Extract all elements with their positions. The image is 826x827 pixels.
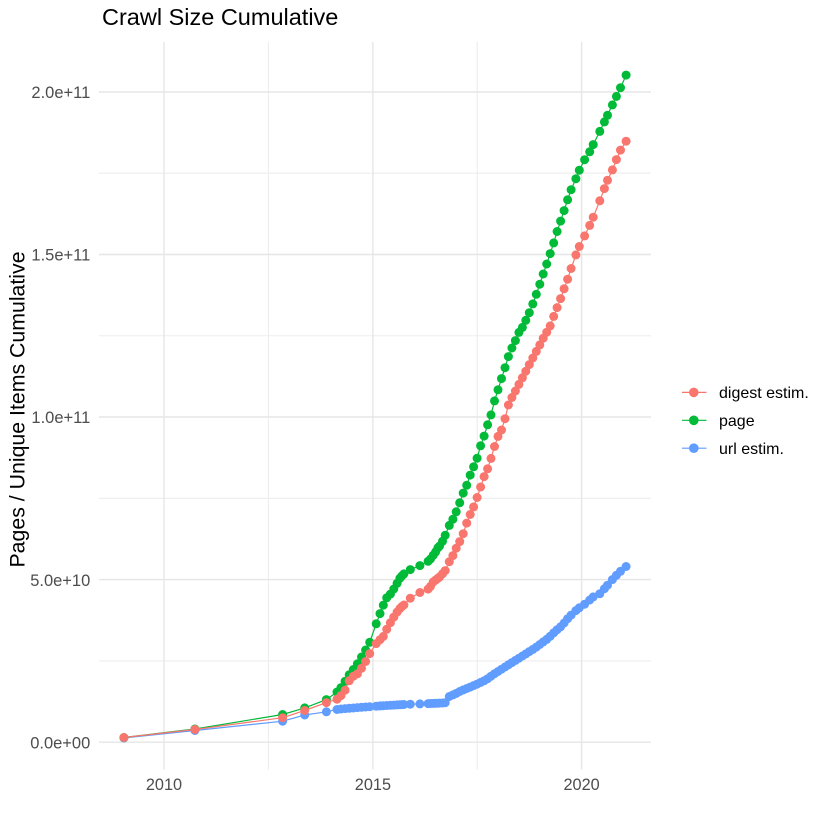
svg-text:digest estim.: digest estim. <box>719 385 809 402</box>
svg-text:Pages / Unique Items Cumulativ: Pages / Unique Items Cumulative <box>5 251 29 567</box>
svg-text:1.0e+11: 1.0e+11 <box>31 409 90 427</box>
svg-text:2.0e+11: 2.0e+11 <box>31 84 90 102</box>
svg-text:0.0e+00: 0.0e+00 <box>30 734 90 752</box>
svg-text:5.0e+10: 5.0e+10 <box>30 572 90 590</box>
svg-text:Crawl Size Cumulative: Crawl Size Cumulative <box>102 4 338 30</box>
svg-text:2010: 2010 <box>146 776 182 794</box>
svg-text:url estim.: url estim. <box>719 441 784 458</box>
svg-text:1.5e+11: 1.5e+11 <box>31 247 90 265</box>
svg-text:page: page <box>719 413 755 430</box>
svg-text:2020: 2020 <box>563 776 599 794</box>
svg-text:2015: 2015 <box>355 776 391 794</box>
